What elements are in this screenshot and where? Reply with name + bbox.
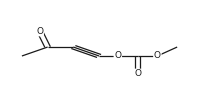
Text: O: O bbox=[114, 52, 121, 60]
Text: O: O bbox=[36, 27, 43, 36]
Text: O: O bbox=[154, 52, 161, 60]
Text: O: O bbox=[134, 69, 141, 78]
